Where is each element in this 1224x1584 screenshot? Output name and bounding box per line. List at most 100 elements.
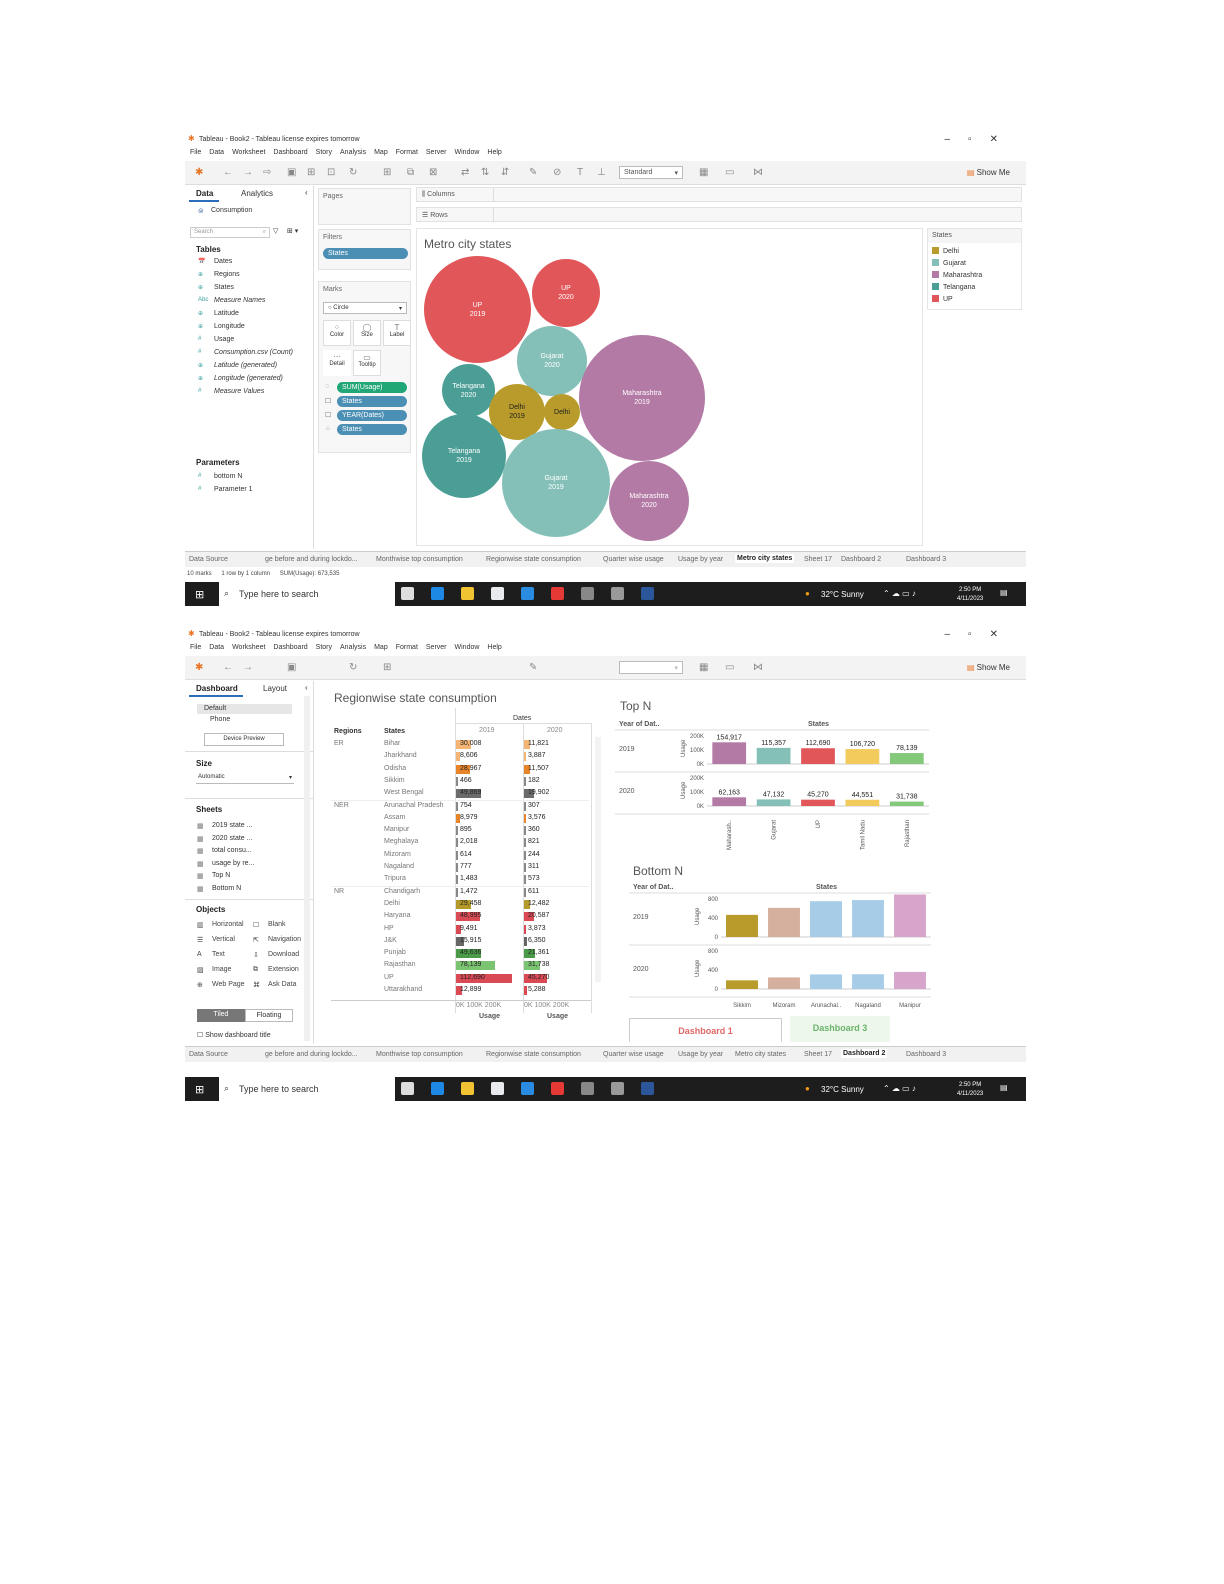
presentation-icon[interactable]: ▭ <box>725 167 735 178</box>
filter-pill-states[interactable]: States <box>323 248 408 259</box>
tab-layout[interactable]: Layout <box>263 684 288 693</box>
datasource-name[interactable]: Consumption <box>211 207 253 214</box>
object-blank[interactable]: Blank <box>268 921 286 928</box>
mark-label-button[interactable]: T Label <box>383 320 411 346</box>
object-ask-data[interactable]: Ask Data <box>268 981 297 988</box>
mark-type-select[interactable]: ○ Circle ▾ <box>323 302 407 314</box>
bar-2019-0[interactable] <box>726 914 758 937</box>
device-default[interactable]: Default <box>197 704 292 714</box>
sheet-1[interactable]: 2020 state ... <box>212 834 253 842</box>
bubble-up-2019[interactable]: UP 2019 <box>424 256 531 363</box>
bar-2020-2[interactable] <box>801 799 835 806</box>
collapse-icon[interactable]: ‹ <box>305 188 308 197</box>
group-icon[interactable]: ⊘ <box>553 167 562 178</box>
bubble-delhi-2019[interactable]: Delhi 2019 <box>489 384 545 440</box>
menu-help[interactable]: Help <box>487 644 502 651</box>
bubble-maharashtra-2020[interactable]: Maharashtra 2020 <box>609 461 689 541</box>
labels-icon[interactable]: T <box>577 167 584 178</box>
sheet-tab-2[interactable]: Monthwise top consumption <box>376 556 463 563</box>
menu-server[interactable]: Server <box>425 644 447 651</box>
menu-file[interactable]: File <box>190 149 202 156</box>
bar-2019-2[interactable] <box>810 901 842 937</box>
highlight-icon[interactable]: ✎ <box>529 167 538 178</box>
replay-icon[interactable]: ⇨ <box>263 167 272 178</box>
pages-shelf[interactable]: Pages <box>318 188 411 225</box>
window-controls[interactable]: –▫✕ <box>944 629 1016 640</box>
bubble-up-2020[interactable]: UP 2020 <box>532 259 600 327</box>
device-preview-button[interactable]: Device Preview <box>204 733 284 746</box>
menu-server[interactable]: Server <box>425 149 447 156</box>
windows-start-icon[interactable]: ⊞ <box>195 589 205 601</box>
sheet-tab-6[interactable]: Metro city states <box>735 1051 786 1058</box>
taskbar-app-icon-2[interactable] <box>461 587 474 600</box>
sheet-tab-3[interactable]: Regionwise state consumption <box>486 556 581 563</box>
taskbar-app-icon-7[interactable] <box>611 587 624 600</box>
bar-2019-4[interactable] <box>889 753 924 764</box>
legend-item-delhi[interactable]: Delhi <box>932 247 959 255</box>
menu-data[interactable]: Data <box>209 149 225 156</box>
field-latitude[interactable]: Latitude <box>214 310 239 317</box>
notification-icon[interactable]: ▤ <box>1000 588 1008 597</box>
field-dates[interactable]: Dates <box>214 258 233 265</box>
columns-shelf[interactable]: ⫼ Columns <box>416 187 1022 202</box>
dashboard3-nav-button[interactable]: Dashboard 3 <box>790 1016 890 1042</box>
field-latitude-generated-[interactable]: Latitude (generated) <box>214 362 278 369</box>
menu-format[interactable]: Format <box>395 644 418 651</box>
clear-icon[interactable]: ⊠ <box>429 167 438 178</box>
swap-icon[interactable]: ⇄ <box>461 167 470 178</box>
parameter-0[interactable]: bottom N <box>214 473 243 480</box>
bubble-gujarat-2020[interactable]: Gujarat 2020 <box>517 326 587 396</box>
show-cards-icon[interactable]: ▦ <box>699 662 709 673</box>
menu-file[interactable]: File <box>190 644 202 651</box>
parameter-1[interactable]: Parameter 1 <box>214 486 253 493</box>
bar-2020-0[interactable] <box>712 797 747 806</box>
field-usage[interactable]: Usage <box>214 336 235 343</box>
sheet-tab-9[interactable]: Dashboard 3 <box>906 556 947 563</box>
mark-color-button[interactable]: ⁘ Color <box>323 320 351 346</box>
menu-map[interactable]: Map <box>374 644 388 651</box>
clock[interactable]: 2:50 PM 4/11/2023 <box>957 1082 984 1097</box>
bubble-telangana-2019[interactable]: Telangana 2019 <box>422 414 506 498</box>
field-consumption-csv-count-[interactable]: Consumption.csv (Count) <box>214 349 293 356</box>
tableau-icon[interactable]: ✱ <box>195 662 204 673</box>
taskbar-app-icon-1[interactable] <box>431 587 444 600</box>
new-sheet-icon[interactable]: ⊞ <box>383 167 392 178</box>
taskbar-search[interactable]: ⌕ Type here to search <box>219 1077 395 1101</box>
sheet-tab-0[interactable]: Data Source <box>189 556 228 563</box>
object-image[interactable]: Image <box>212 966 232 973</box>
taskbar-app-icon-3[interactable] <box>491 587 504 600</box>
pin-icon[interactable]: ⊥ <box>597 167 606 178</box>
tiled-toggle[interactable]: Tiled <box>197 1009 245 1022</box>
sheet-5[interactable]: Bottom N <box>212 884 242 892</box>
collapse-icon[interactable]: ‹ <box>305 683 308 692</box>
show-cards-icon[interactable]: ▦ <box>699 167 709 178</box>
weather-text[interactable]: 32°C Sunny <box>821 1085 864 1094</box>
fit-select[interactable]: ▾ <box>619 661 683 674</box>
menu-map[interactable]: Map <box>374 149 388 156</box>
show-me-button[interactable]: ▤ Show Me <box>966 168 1010 177</box>
bar-2019-1[interactable] <box>756 747 791 764</box>
menu-format[interactable]: Format <box>395 149 418 156</box>
legend-item-up[interactable]: UP <box>932 295 953 303</box>
new-datasource-icon[interactable]: ⊞ <box>307 167 316 178</box>
save-icon[interactable]: ▣ <box>287 167 297 178</box>
object-navigation[interactable]: Navigation <box>268 936 302 943</box>
bar-2020-0[interactable] <box>726 980 758 989</box>
sort-asc-icon[interactable]: ⇅ <box>481 167 490 178</box>
menu-window[interactable]: Window <box>454 644 480 651</box>
bar-2020-3[interactable] <box>852 974 884 989</box>
tab-analytics[interactable]: Analytics <box>241 189 274 198</box>
mark-detail-button[interactable]: ⋯ Detail <box>323 350 351 376</box>
field-states[interactable]: States <box>214 284 234 291</box>
mark-pill-1[interactable]: States <box>337 396 407 407</box>
sheet-tab-8[interactable]: Dashboard 2 <box>841 556 882 563</box>
taskbar-app-icon-2[interactable] <box>461 1082 474 1095</box>
menu-analysis[interactable]: Analysis <box>340 644 367 651</box>
duplicate-icon[interactable]: ⧉ <box>407 167 415 178</box>
tableau-icon[interactable]: ✱ <box>195 167 204 178</box>
field-measure-names[interactable]: Measure Names <box>214 297 266 304</box>
filter-icon[interactable]: ▽ <box>273 228 279 235</box>
taskbar-app-icon-6[interactable] <box>581 587 594 600</box>
dashboard1-nav-button[interactable]: Dashboard 1 <box>629 1018 782 1042</box>
taskbar-search[interactable]: ⌕ Type here to search <box>219 582 395 606</box>
